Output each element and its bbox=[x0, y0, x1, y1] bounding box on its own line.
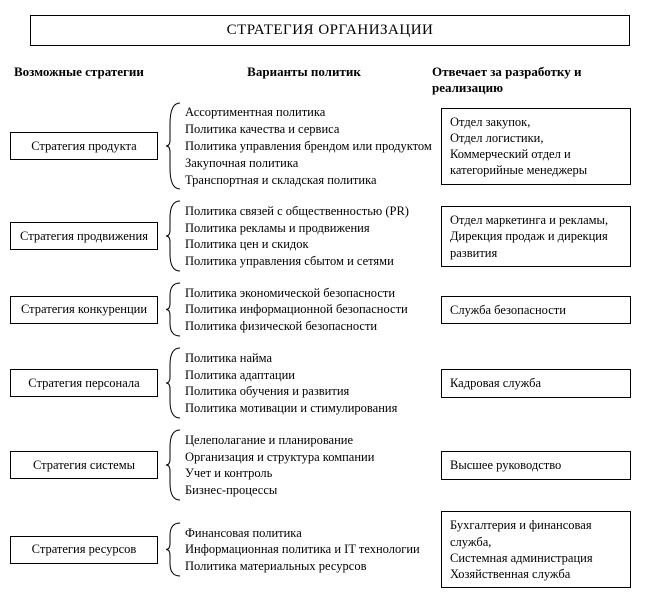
policy-item: Политика рекламы и продвижения bbox=[185, 220, 409, 237]
policy-item: Политика обучения и развития bbox=[185, 383, 397, 400]
policies-list: Финансовая политикаИнформационная полити… bbox=[183, 523, 420, 578]
header-responsible: Отвечает за разработку и реализацию bbox=[424, 64, 650, 96]
policy-item: Политика управления брендом или продукто… bbox=[185, 138, 432, 155]
policy-item: Учет и контроль bbox=[185, 465, 374, 482]
responsible-box: Отдел маркетинга и рекламы, Дирекция про… bbox=[441, 206, 631, 267]
policies-list: Целеполагание и планированиеОрганизация … bbox=[183, 430, 374, 502]
policy-item: Политика адаптации bbox=[185, 367, 397, 384]
policy-item: Политика мотивации и стимулирования bbox=[185, 400, 397, 417]
header-policies: Варианты политик bbox=[184, 64, 424, 96]
brace-icon bbox=[165, 102, 183, 190]
policy-item: Закупочная политика bbox=[185, 155, 432, 172]
strategy-box: Стратегия продукта bbox=[10, 132, 158, 160]
policy-item: Политика экономической безопасности bbox=[185, 285, 408, 302]
brace-icon bbox=[165, 282, 183, 337]
responsible-box: Бухгалтерия и финансовая служба, Системн… bbox=[441, 511, 631, 588]
brace-icon bbox=[165, 200, 183, 272]
policies-list: Политика связей с общественностью (PR)По… bbox=[183, 201, 409, 273]
header-strategies: Возможные стратегии bbox=[10, 64, 184, 96]
policy-item: Целеполагание и планирование bbox=[185, 432, 374, 449]
strategy-row: Стратегия конкуренции Политика экономичес… bbox=[10, 282, 650, 337]
brace-icon bbox=[165, 429, 183, 501]
policy-item: Политика физической безопасности bbox=[185, 318, 408, 335]
policy-item: Транспортная и складская политика bbox=[185, 172, 432, 189]
policy-item: Политика информационной безопасности bbox=[185, 301, 408, 318]
policy-item: Финансовая политика bbox=[185, 525, 420, 542]
policy-item: Ассортиментная политика bbox=[185, 104, 432, 121]
strategy-box: Стратегия системы bbox=[10, 451, 158, 479]
policies-list: Политика экономической безопасностиПолит… bbox=[183, 283, 408, 338]
brace-icon bbox=[165, 347, 183, 419]
strategy-box: Стратегия продвижения bbox=[10, 222, 158, 250]
column-headers: Возможные стратегии Варианты политик Отв… bbox=[10, 64, 650, 96]
strategy-box: Стратегия ресурсов bbox=[10, 536, 158, 564]
responsible-box: Высшее руководство bbox=[441, 451, 631, 479]
policy-item: Политика связей с общественностью (PR) bbox=[185, 203, 409, 220]
strategy-row: Стратегия продвижения Политика связей с о… bbox=[10, 200, 650, 272]
strategy-row: Стратегия ресурсов Финансовая политикаИнф… bbox=[10, 511, 650, 588]
page-title: СТРАТЕГИЯ ОРГАНИЗАЦИИ bbox=[30, 15, 630, 46]
strategy-box: Стратегия конкуренции bbox=[10, 296, 158, 324]
strategy-box: Стратегия персонала bbox=[10, 369, 158, 397]
policies-list: Ассортиментная политикаПолитика качества… bbox=[183, 102, 432, 190]
policy-item: Политика цен и скидок bbox=[185, 236, 409, 253]
strategy-row: Стратегия продукта Ассортиментная политик… bbox=[10, 102, 650, 190]
policy-item: Организация и структура компании bbox=[185, 449, 374, 466]
policies-list: Политика наймаПолитика адаптацииПолитика… bbox=[183, 348, 397, 420]
policy-item: Политика найма bbox=[185, 350, 397, 367]
policy-item: Политика управления сбытом и сетями bbox=[185, 253, 409, 270]
policy-item: Политика качества и сервиса bbox=[185, 121, 432, 138]
responsible-box: Кадровая служба bbox=[441, 369, 631, 397]
policy-item: Бизнес-процессы bbox=[185, 482, 374, 499]
brace-icon bbox=[165, 511, 183, 588]
strategy-row: Стратегия персоналаПолитика наймаПолитик… bbox=[10, 347, 650, 419]
policy-item: Информационная политика и IT технологии bbox=[185, 541, 420, 558]
responsible-box: Отдел закупок, Отдел логистики, Коммерче… bbox=[441, 108, 631, 185]
strategy-row: Стратегия системы Целеполагание и планиро… bbox=[10, 429, 650, 501]
rows-container: Стратегия продукта Ассортиментная политик… bbox=[10, 102, 650, 588]
responsible-box: Служба безопасности bbox=[441, 296, 631, 324]
